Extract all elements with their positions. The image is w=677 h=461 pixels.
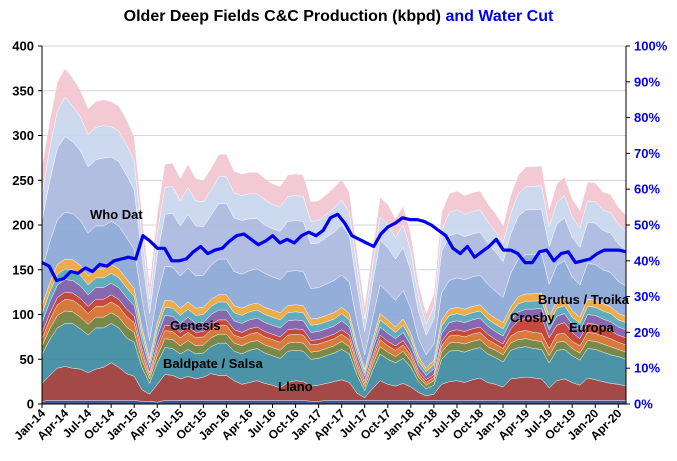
right-tick-label-6: 60% <box>634 182 660 197</box>
right-tick-label-2: 20% <box>634 325 660 340</box>
chart-title: Older Deep Fields C&C Production (kbpd) … <box>0 8 677 26</box>
annotation-europa: Europa <box>569 320 615 335</box>
left-tick-label-4: 200 <box>12 218 34 233</box>
left-tick-label-6: 300 <box>12 128 34 143</box>
left-tick-label-0: 0 <box>27 397 34 412</box>
right-tick-label-4: 40% <box>634 253 660 268</box>
left-tick-label-1: 50 <box>20 352 34 367</box>
left-tick-label-8: 400 <box>12 39 34 54</box>
x-axis-ticks: Jan-14Apr-14Jul-14Oct-14Jan-15Apr-15Jul-… <box>11 404 625 443</box>
right-tick-label-7: 70% <box>634 146 660 161</box>
left-tick-label-5: 250 <box>12 173 34 188</box>
left-tick-label-2: 100 <box>12 307 34 322</box>
right-tick-label-3: 30% <box>634 289 660 304</box>
right-tick-label-0: 0% <box>634 397 653 412</box>
right-tick-label-8: 80% <box>634 110 660 125</box>
annotation-genesis: Genesis <box>170 318 221 333</box>
right-tick-label-10: 100% <box>634 39 668 54</box>
annotation-llano: Llano <box>278 379 313 394</box>
right-tick-label-5: 50% <box>634 218 660 233</box>
right-axis-ticks: 0% 10% 20% 30% 40% 50% 60% 70% 80% 90% 100% <box>626 39 668 412</box>
annotation-baldpate-salsa: Baldpate / Salsa <box>163 356 263 371</box>
right-tick-label-9: 90% <box>634 74 660 89</box>
annotation-crosby: Crosby <box>510 310 556 325</box>
chart-title-main: Older Deep Fields C&C Production (kbpd) <box>123 8 442 25</box>
water-cut-line <box>41 212 627 283</box>
water-cut-line-group <box>41 212 627 283</box>
stacked-areas <box>41 68 627 405</box>
annotation-who-dat: Who Dat <box>90 207 143 222</box>
chart-title-suffix: and Water Cut <box>445 8 554 25</box>
left-tick-label-3: 150 <box>12 262 34 277</box>
left-tick-label-7: 350 <box>12 83 34 98</box>
annotations: Who Dat Genesis Baldpate / Salsa Llano Crosb… <box>90 207 630 394</box>
annotation-brutus-troika: Brutus / Troika <box>538 292 630 307</box>
area-series-0 <box>41 400 627 405</box>
left-axis-ticks: 0 50 100 150 200 250 300 350 400 <box>12 39 42 412</box>
right-tick-label-1: 10% <box>634 361 660 376</box>
